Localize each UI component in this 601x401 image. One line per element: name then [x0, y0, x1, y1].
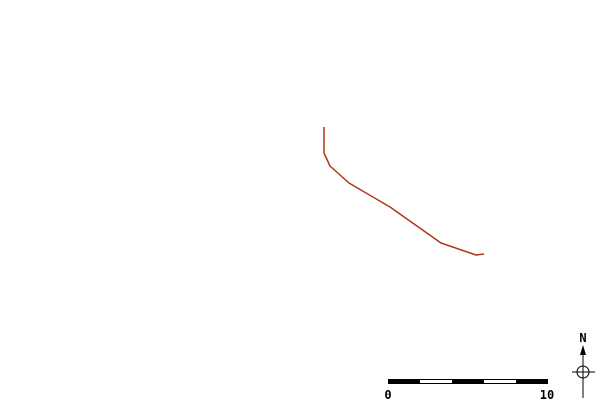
north-arrow-head: [580, 345, 586, 355]
scale-bar: 0 10: [384, 379, 554, 401]
scale-segment: [516, 379, 548, 384]
north-arrow: N: [572, 331, 595, 398]
scale-segment: [452, 379, 484, 384]
scale-start-label: 0: [384, 388, 391, 401]
north-label: N: [579, 331, 586, 345]
scale-end-label: 10: [540, 388, 554, 401]
route-line: [323, 127, 485, 256]
scale-segment: [388, 379, 420, 384]
